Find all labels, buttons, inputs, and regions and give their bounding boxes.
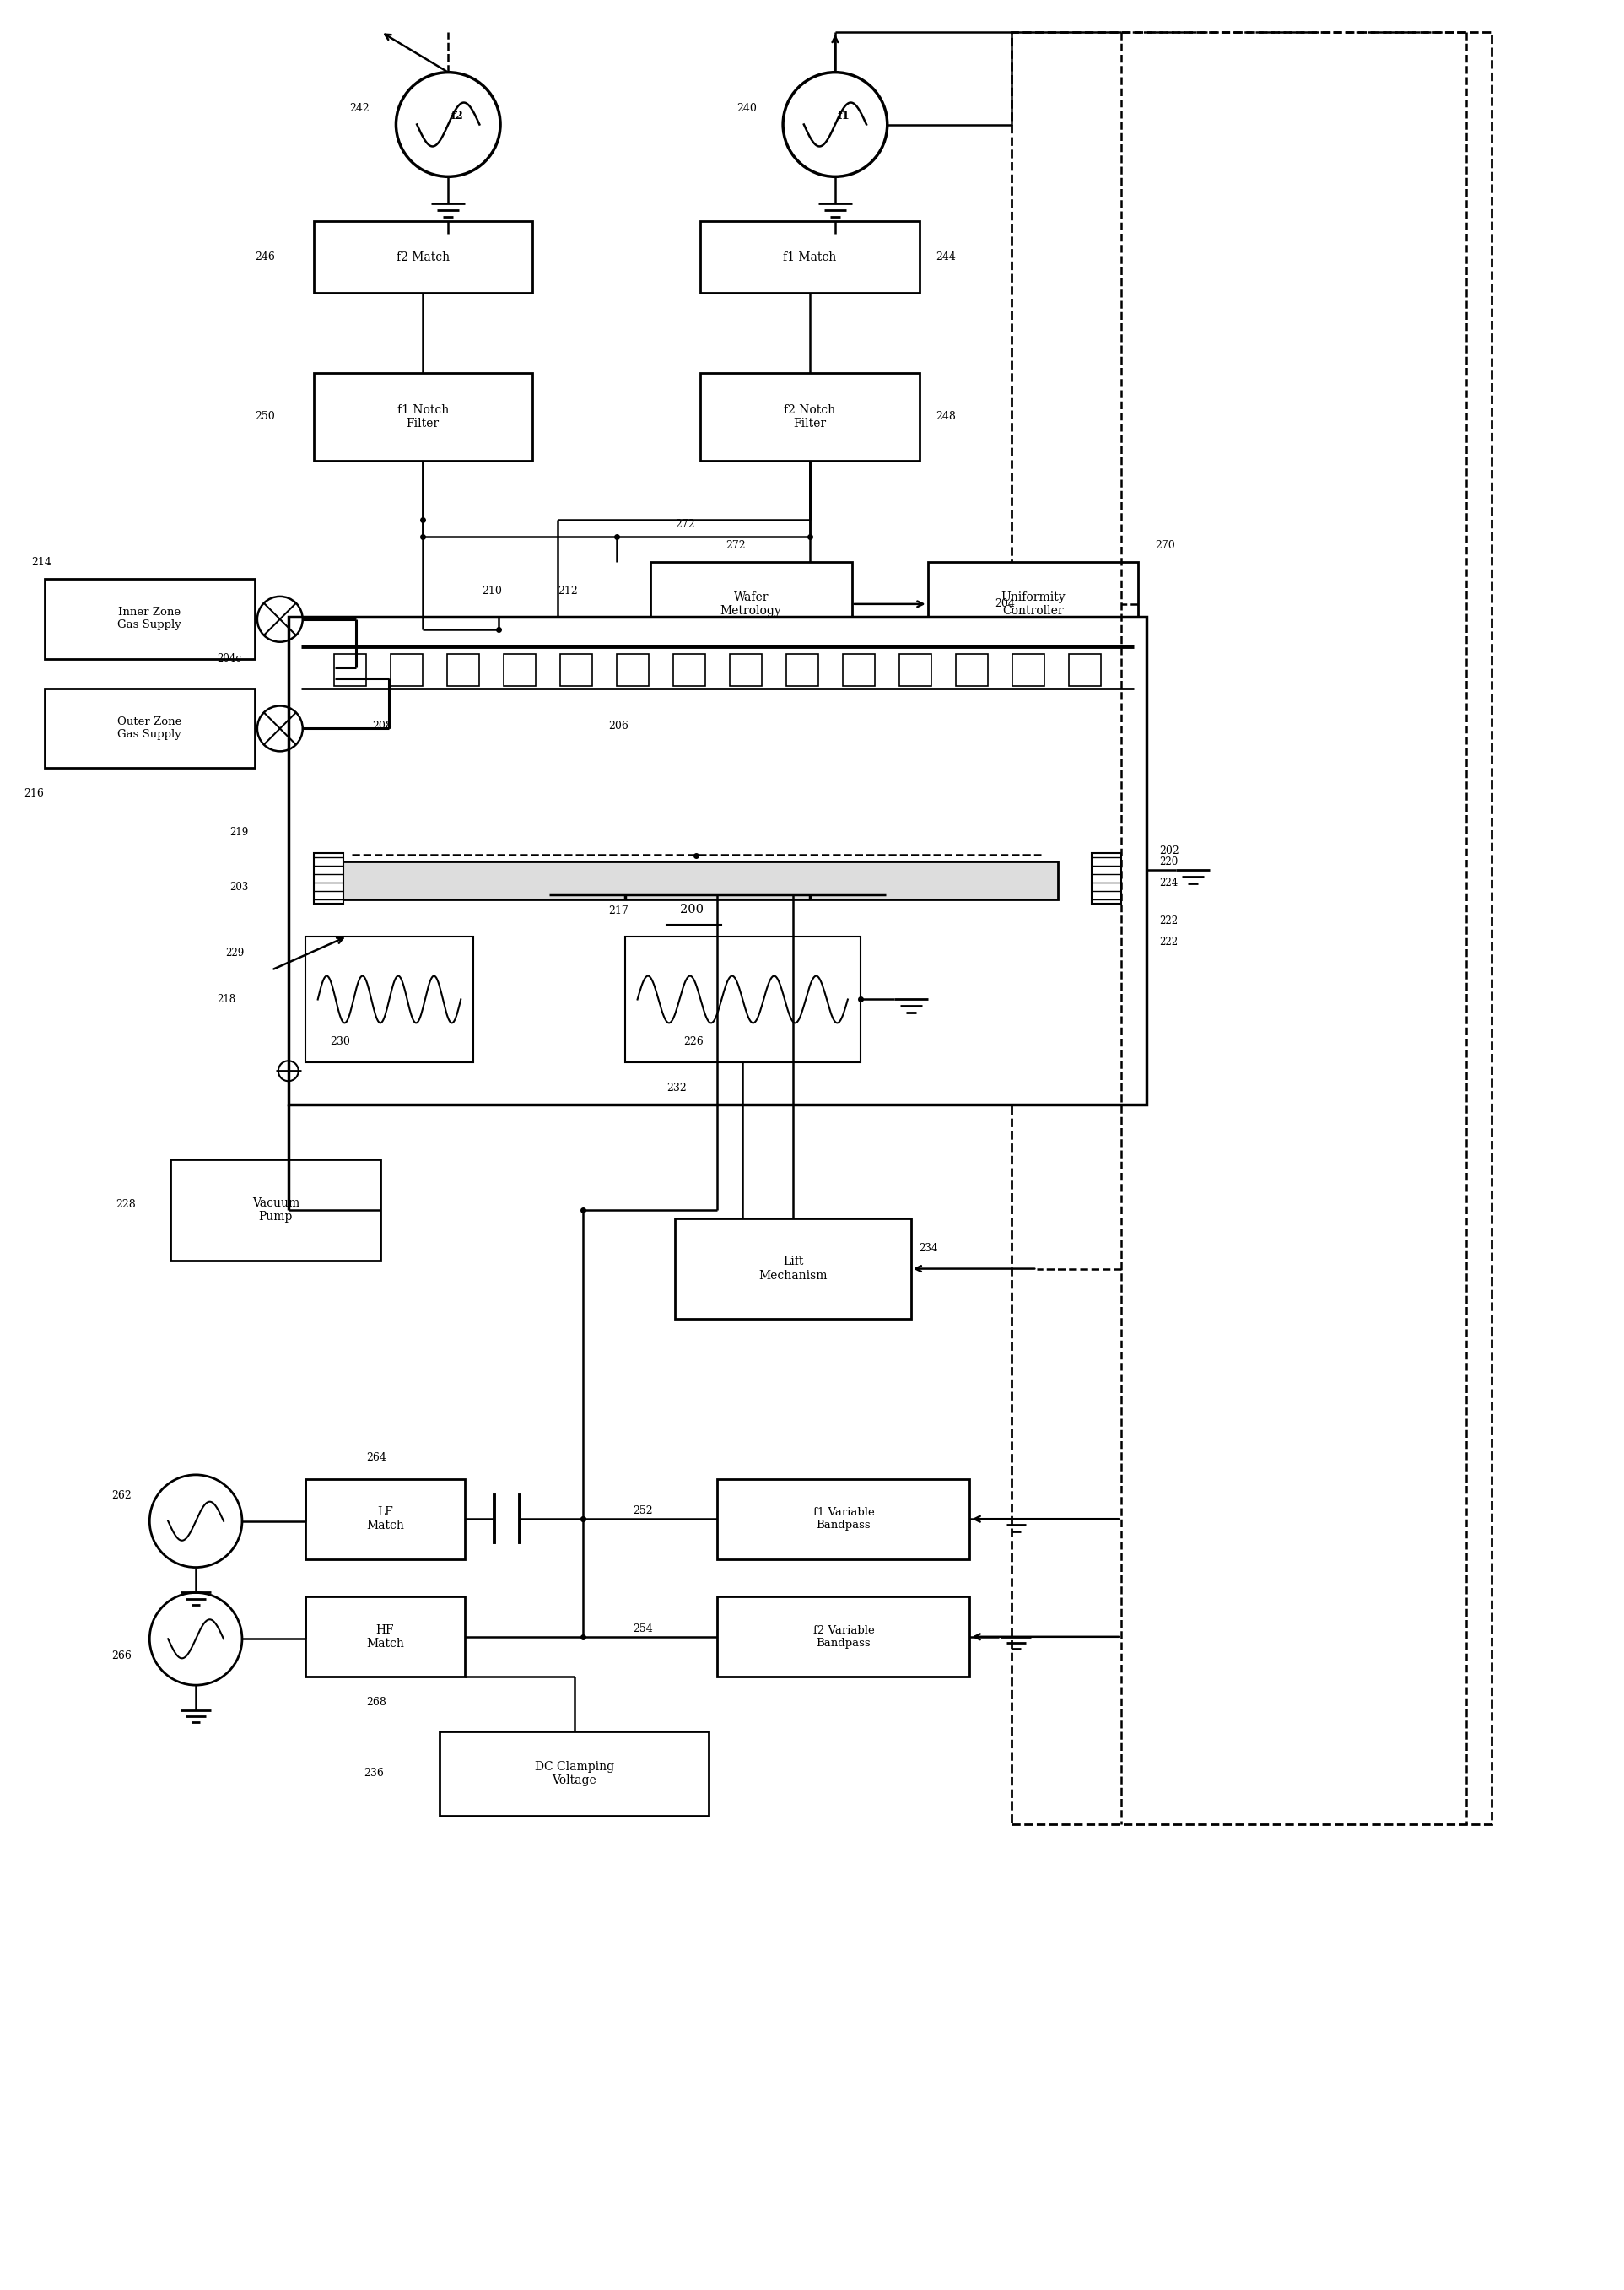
Bar (305, 937, 474, 1063)
Text: 229: 229 (226, 948, 244, 960)
Text: f2 Match: f2 Match (396, 252, 450, 263)
Bar (44, 689, 255, 767)
Bar (171, 1159, 382, 1260)
Bar (503, 653, 536, 685)
Text: 226: 226 (684, 1035, 703, 1047)
Text: Lift
Mechanism: Lift Mechanism (758, 1255, 828, 1282)
Text: 200: 200 (680, 905, 703, 916)
Text: Uniformity
Controller: Uniformity Controller (1000, 591, 1065, 616)
Text: 240: 240 (737, 103, 757, 115)
Bar (1091, 854, 1121, 905)
Text: f1 Notch
Filter: f1 Notch Filter (398, 403, 448, 431)
Text: HF
Match: HF Match (365, 1624, 404, 1649)
Text: 210: 210 (482, 586, 502, 598)
Text: 214: 214 (32, 556, 52, 568)
Text: 206: 206 (607, 721, 628, 731)
Bar (650, 561, 853, 646)
Bar (440, 1731, 710, 1816)
Bar (957, 653, 987, 685)
Text: 248: 248 (935, 412, 957, 421)
Text: Vacuum
Pump: Vacuum Pump (252, 1198, 299, 1223)
Text: 236: 236 (364, 1768, 385, 1779)
Bar (672, 653, 705, 685)
Text: 204: 204 (996, 598, 1015, 609)
Text: 218: 218 (218, 994, 235, 1005)
Text: 230: 230 (330, 1035, 351, 1047)
Text: 262: 262 (112, 1491, 132, 1502)
Text: Inner Zone
Gas Supply: Inner Zone Gas Supply (117, 607, 182, 630)
Text: 264: 264 (367, 1452, 387, 1463)
Text: 266: 266 (112, 1651, 132, 1660)
Bar (700, 373, 919, 460)
Text: Wafer
Metrology: Wafer Metrology (721, 591, 781, 616)
Bar (927, 561, 1138, 646)
Bar (335, 861, 1059, 900)
Bar (313, 854, 343, 905)
Bar (700, 222, 919, 293)
Text: 254: 254 (633, 1624, 653, 1635)
Text: 212: 212 (557, 586, 578, 598)
Bar (617, 653, 648, 685)
Text: 222: 222 (1160, 916, 1177, 925)
Text: 203: 203 (229, 882, 248, 893)
Bar (305, 1479, 464, 1559)
Bar (1012, 32, 1491, 1823)
Text: f1: f1 (838, 110, 851, 121)
Bar (289, 616, 1147, 1104)
Text: DC Clamping
Voltage: DC Clamping Voltage (534, 1761, 614, 1786)
Text: 216: 216 (23, 788, 44, 799)
Bar (305, 1596, 464, 1676)
Text: 270: 270 (1155, 540, 1174, 550)
Text: 204c: 204c (218, 653, 242, 664)
Bar (900, 653, 931, 685)
Text: 250: 250 (255, 412, 274, 421)
Bar (447, 653, 479, 685)
Text: f2 Notch
Filter: f2 Notch Filter (784, 403, 836, 431)
Text: 224: 224 (1160, 877, 1177, 889)
Text: 220: 220 (1160, 856, 1177, 868)
Text: 217: 217 (607, 905, 628, 916)
Text: Outer Zone
Gas Supply: Outer Zone Gas Supply (117, 717, 182, 740)
Text: 219: 219 (229, 827, 248, 838)
Bar (335, 653, 365, 685)
Text: 234: 234 (919, 1243, 939, 1255)
Bar (786, 653, 818, 685)
Text: 202: 202 (1160, 845, 1179, 856)
Bar (313, 222, 533, 293)
Bar (729, 653, 762, 685)
Bar (313, 373, 533, 460)
Text: 228: 228 (115, 1200, 136, 1209)
Text: 222: 222 (1160, 937, 1177, 948)
Bar (1012, 653, 1044, 685)
Bar (1069, 653, 1101, 685)
Text: 242: 242 (349, 103, 370, 115)
Text: 244: 244 (935, 252, 957, 263)
Bar (843, 653, 875, 685)
Text: f2: f2 (451, 110, 463, 121)
Text: 246: 246 (255, 252, 274, 263)
Text: 208: 208 (372, 721, 393, 731)
Text: 268: 268 (367, 1697, 387, 1708)
Bar (390, 653, 422, 685)
Text: f1 Variable
Bandpass: f1 Variable Bandpass (814, 1507, 874, 1530)
Bar (560, 653, 593, 685)
Bar (44, 579, 255, 660)
Bar (718, 1479, 970, 1559)
Text: f1 Match: f1 Match (783, 252, 836, 263)
Text: 272: 272 (676, 518, 695, 529)
Text: LF
Match: LF Match (365, 1507, 404, 1532)
Text: 272: 272 (726, 540, 745, 550)
Text: 232: 232 (667, 1083, 687, 1092)
Text: 252: 252 (633, 1505, 653, 1516)
Bar (625, 937, 861, 1063)
Bar (718, 1596, 970, 1676)
Text: f2 Variable
Bandpass: f2 Variable Bandpass (814, 1626, 874, 1649)
Bar (676, 1218, 911, 1319)
